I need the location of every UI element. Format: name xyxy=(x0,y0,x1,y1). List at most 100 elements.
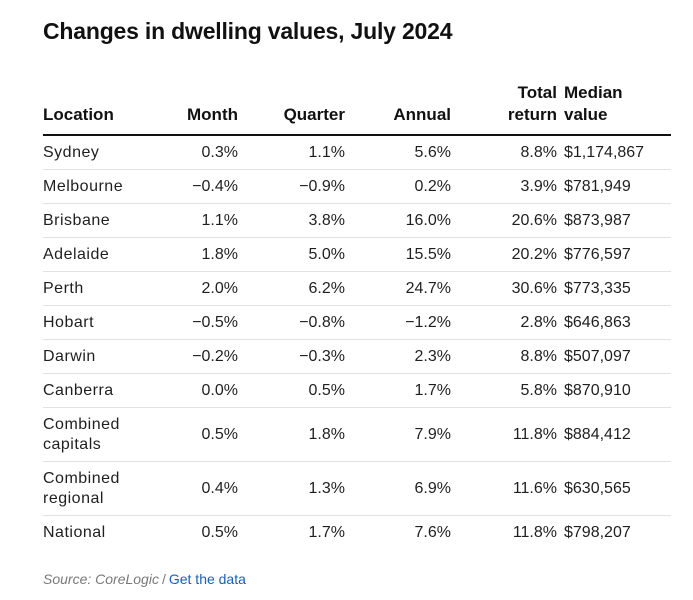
header-row: Location Month Quarter Annual Total retu… xyxy=(43,78,671,136)
cell-location: Perth xyxy=(43,271,161,306)
cell-location-line: Combined xyxy=(43,415,120,433)
cell-total-return: 11.6% xyxy=(451,461,557,516)
cell-median-value: $646,863 xyxy=(557,305,671,340)
source-text: Source: CoreLogic xyxy=(43,571,159,587)
cell-month: 0.0% xyxy=(161,373,238,408)
get-the-data-link[interactable]: Get the data xyxy=(168,571,246,587)
table-row: National 0.5% 1.7% 7.6% 11.8% $798,207 xyxy=(43,516,671,550)
cell-total-return: 20.2% xyxy=(451,237,557,272)
header-location: Location xyxy=(43,78,161,136)
cell-month: 0.5% xyxy=(201,523,238,541)
table-row: Sydney 0.3% 1.1% 5.6% 8.8% $1,174,867 xyxy=(43,135,671,170)
cell-location-line: regional xyxy=(43,489,104,507)
table-body: Sydney 0.3% 1.1% 5.6% 8.8% $1,174,867 Melbourn… xyxy=(43,135,671,549)
table-row: Hobart −0.5% −0.8% −1.2% 2.8% $646,863 xyxy=(43,305,671,340)
cell-location: Darwin xyxy=(43,339,161,374)
cell-median-value: $870,910 xyxy=(557,373,671,408)
cell-median-value: $507,097 xyxy=(557,339,671,374)
cell-median-value: $781,949 xyxy=(557,169,671,204)
cell-quarter: 1.7% xyxy=(308,523,345,541)
cell-month: −0.4% xyxy=(161,169,238,204)
cell-location: Brisbane xyxy=(43,203,161,238)
cell-annual: 2.3% xyxy=(345,339,451,374)
table-row: Canberra 0.0% 0.5% 1.7% 5.8% $870,910 xyxy=(43,373,671,408)
cell-location: Combined regional xyxy=(43,461,161,516)
cell-quarter: −0.8% xyxy=(238,305,345,340)
cell-total-return: 20.6% xyxy=(451,203,557,238)
header-median-value: Median value xyxy=(557,78,671,136)
cell-quarter: 1.1% xyxy=(238,135,345,170)
cell-month: 0.5% xyxy=(161,407,238,462)
table-row: Perth 2.0% 6.2% 24.7% 30.6% $773,335 xyxy=(43,271,671,306)
header-total-return: Total return xyxy=(451,78,557,136)
cell-annual: 6.9% xyxy=(345,461,451,516)
cell-total-return: 8.8% xyxy=(451,135,557,170)
cell-month: 0.4% xyxy=(161,461,238,516)
dwelling-values-table: Location Month Quarter Annual Total retu… xyxy=(43,78,671,549)
table-title: Changes in dwelling values, July 2024 xyxy=(43,18,453,44)
cell-location: National xyxy=(43,523,106,541)
cell-quarter: 1.8% xyxy=(238,407,345,462)
cell-annual: 0.2% xyxy=(345,169,451,204)
cell-quarter: 0.5% xyxy=(238,373,345,408)
cell-total-return: 30.6% xyxy=(451,271,557,306)
cell-month: −0.5% xyxy=(161,305,238,340)
cell-month: 1.8% xyxy=(161,237,238,272)
cell-median-value: $884,412 xyxy=(557,407,671,462)
cell-median-value: $776,597 xyxy=(557,237,671,272)
table-row: Darwin −0.2% −0.3% 2.3% 8.8% $507,097 xyxy=(43,339,671,374)
cell-annual: 7.6% xyxy=(414,523,451,541)
table-row: Brisbane 1.1% 3.8% 16.0% 20.6% $873,987 xyxy=(43,203,671,238)
header-month: Month xyxy=(161,78,238,136)
cell-annual: 7.9% xyxy=(345,407,451,462)
header-annual: Annual xyxy=(345,78,451,136)
cell-median-value: $873,987 xyxy=(557,203,671,238)
header-median-value-line1: Median xyxy=(564,83,623,102)
cell-annual: 1.7% xyxy=(345,373,451,408)
cell-location: Adelaide xyxy=(43,237,161,272)
cell-quarter: 5.0% xyxy=(238,237,345,272)
table-row: Melbourne −0.4% −0.9% 0.2% 3.9% $781,949 xyxy=(43,169,671,204)
cell-annual: 5.6% xyxy=(345,135,451,170)
cell-location: Sydney xyxy=(43,135,161,170)
cell-quarter: 3.8% xyxy=(238,203,345,238)
cell-quarter: 6.2% xyxy=(238,271,345,306)
cell-month: −0.2% xyxy=(161,339,238,374)
cell-month: 0.3% xyxy=(161,135,238,170)
source-separator: / xyxy=(161,571,166,587)
cell-annual: −1.2% xyxy=(345,305,451,340)
cell-total-return: 2.8% xyxy=(451,305,557,340)
cell-location: Combined capitals xyxy=(43,407,161,462)
cell-annual: 16.0% xyxy=(345,203,451,238)
cell-total-return: 5.8% xyxy=(451,373,557,408)
header-total-return-line1: Total xyxy=(517,83,557,102)
cell-median-value: $773,335 xyxy=(557,271,671,306)
cell-location: Canberra xyxy=(43,373,161,408)
table-row: Combined regional 0.4% 1.3% 6.9% 11.6% $630,56… xyxy=(43,461,671,516)
cell-annual: 24.7% xyxy=(345,271,451,306)
table-row: Adelaide 1.8% 5.0% 15.5% 20.2% $776,597 xyxy=(43,237,671,272)
cell-location: Hobart xyxy=(43,305,161,340)
header-quarter: Quarter xyxy=(238,78,345,136)
cell-total-return: 11.8% xyxy=(512,523,557,541)
cell-annual: 15.5% xyxy=(345,237,451,272)
cell-location: Melbourne xyxy=(43,169,161,204)
cell-median-value: $1,174,867 xyxy=(557,135,671,170)
header-median-value-line2: value xyxy=(564,105,608,124)
cell-month: 2.0% xyxy=(161,271,238,306)
cell-total-return: 3.9% xyxy=(451,169,557,204)
cell-location-line: Combined xyxy=(43,469,120,487)
cell-median-value: $630,565 xyxy=(557,461,671,516)
cell-quarter: −0.9% xyxy=(238,169,345,204)
cell-quarter: 1.3% xyxy=(238,461,345,516)
header-total-return-line2: return xyxy=(507,105,557,124)
table-row: Combined capitals 0.5% 1.8% 7.9% 11.8% $884,41… xyxy=(43,407,671,462)
cell-quarter: −0.3% xyxy=(238,339,345,374)
cell-median-value: $798,207 xyxy=(564,523,631,541)
cell-month: 1.1% xyxy=(161,203,238,238)
cell-location-line: capitals xyxy=(43,435,102,453)
source-line: Source: CoreLogic / Get the data xyxy=(43,571,246,587)
cell-total-return: 8.8% xyxy=(451,339,557,374)
cell-total-return: 11.8% xyxy=(451,407,557,462)
